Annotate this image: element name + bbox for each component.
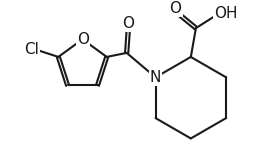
Text: Cl: Cl [24, 42, 39, 57]
Text: N: N [150, 70, 161, 85]
Text: O: O [170, 1, 182, 16]
Text: O: O [77, 32, 89, 47]
Text: OH: OH [214, 6, 238, 21]
Text: O: O [122, 16, 134, 31]
